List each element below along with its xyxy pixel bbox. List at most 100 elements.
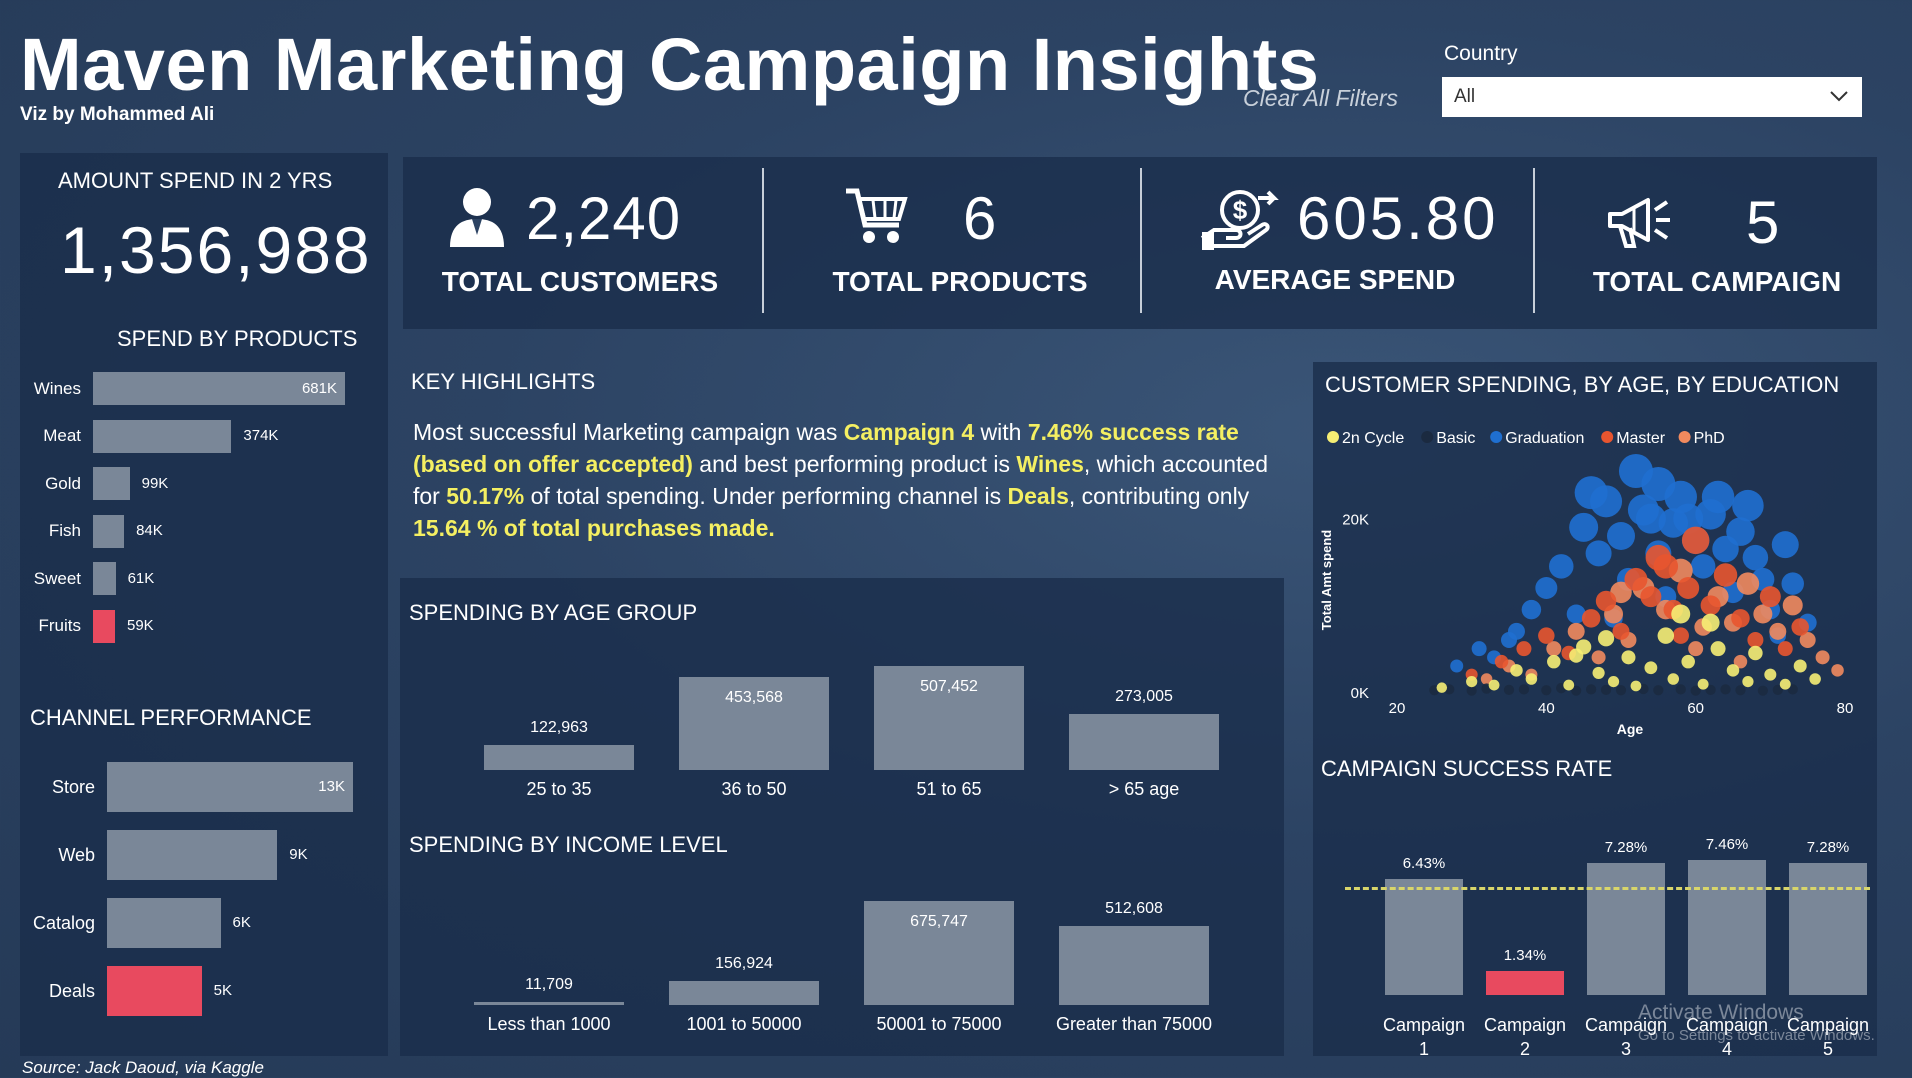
age-category-label: 51 to 65 [916,779,982,799]
scatter-point [1782,595,1803,616]
age-value-label: 273,005 [1115,688,1173,706]
scatter-point [1677,577,1700,599]
person-icon [450,188,504,247]
age-category-label: 36 to 50 [721,779,787,799]
scatter-point [1541,685,1552,696]
scatter-point [1831,664,1844,677]
scatter-point [1705,684,1716,695]
campaign-category-label: Campaign [1786,1015,1870,1035]
kpi-divider [1140,168,1142,313]
megaphone-icon [1608,198,1670,248]
scatter-point [1494,654,1509,669]
scatter-point [1595,590,1617,612]
scatter-point [1501,632,1517,648]
campaign-bar [1587,863,1665,995]
income-bar [1059,926,1209,1005]
x-tick-label: 20 [1389,700,1406,717]
campaign-bar [1486,970,1564,995]
product-value-label: 681K [301,379,337,397]
scatter-point [1681,526,1710,555]
channel-bar [107,898,221,948]
scatter-point [1615,685,1627,696]
scatter-point [1566,604,1586,624]
channel-category-label: Catalog [32,913,95,933]
kpi-customers-label: TOTAL CUSTOMERS [441,266,719,297]
chevron-down-icon [1830,91,1848,102]
scatter-point [1569,648,1584,663]
kpi-products-value: 6 [963,185,998,252]
legend-swatch [1327,431,1339,443]
channel-category-label: Web [58,845,95,865]
legend-label: Graduation [1505,430,1584,447]
cart-icon [846,188,908,243]
source-note: Source: Jack Daoud, via Kaggle [22,1058,264,1077]
scatter-point [1673,503,1704,534]
scatter-point [1612,622,1630,640]
campaign-category-label: Campaign [1483,1015,1567,1035]
campaign-category-label: Campaign [1584,1015,1668,1035]
scatter-point [1607,522,1635,550]
page-title: Maven Marketing Campaign Insights [20,23,1320,106]
scatter-point [1585,540,1612,567]
kpi-products-label: TOTAL PRODUCTS [832,266,1088,297]
scatter-point [1635,503,1666,534]
scatter-point [1671,604,1691,624]
scatter-point [1710,641,1726,657]
kpi-campaign-value: 5 [1746,189,1781,256]
scatter-point [1667,673,1680,685]
campaign-success-title: CAMPAIGN SUCCESS RATE [1321,756,1613,781]
y-axis-label: Total Amt spend [1319,530,1334,630]
scatter-point [1547,654,1561,669]
campaign-category-number: 2 [1519,1039,1530,1059]
scatter-point [1535,577,1558,599]
scatter-point [1713,563,1738,587]
country-dropdown[interactable]: All [1442,77,1862,117]
product-category-label: Fruits [38,616,82,635]
product-value-label: 374K [243,427,279,444]
scatter-point [1466,676,1478,688]
scatter-point [1690,554,1716,579]
income-category-label: 1001 to 50000 [686,1014,802,1034]
product-value-label: 59K [127,617,154,634]
legend-label: Master [1616,430,1666,447]
scatter-point [1592,666,1605,680]
scatter-point [1779,678,1791,690]
scatter-point [1791,618,1809,636]
scatter-point [1510,664,1523,677]
age-category-label: 25 to 35 [526,779,592,799]
clear-filters-button[interactable]: Clear All Filters [1243,85,1399,111]
scatter-point [1538,627,1555,644]
scatter-point [1733,654,1748,669]
legend-swatch [1490,431,1503,443]
kpi-customers-value: 2,240 [526,185,682,252]
scatter-point [1809,673,1821,685]
scatter-point [1726,517,1755,546]
product-category-label: Gold [45,473,81,493]
scatter-point [1521,599,1542,620]
income-bar [474,1002,624,1005]
scatter-point [1546,641,1562,657]
x-axis-label: Age [1617,721,1644,737]
kpi-campaign-label: TOTAL CAMPAIGN [1592,266,1842,297]
scatter-point [1748,645,1763,661]
income-value-label: 11,709 [525,976,573,993]
scatter-point [1585,684,1597,695]
product-bar [93,467,130,500]
campaign-value-label: 7.28% [1806,839,1850,857]
age-value-label: 122,963 [530,718,588,736]
income-value-label: 675,747 [910,913,968,930]
kpi-avg-spend-value: 605.80 [1297,185,1499,252]
scatter-point [1436,682,1448,693]
income-bar [864,901,1014,1005]
amount-spend-value: 1,356,988 [60,213,372,287]
x-tick-label: 60 [1687,700,1704,717]
campaign-category-label: Campaign [1685,1015,1769,1035]
product-bar [93,562,116,595]
scatter-point [1525,673,1538,685]
scatter-point [1697,678,1709,690]
scatter-point [1607,676,1620,688]
kpi-divider [762,168,764,313]
scatter-point [1769,622,1787,640]
income-bar [669,980,819,1005]
legend-swatch [1421,431,1434,443]
